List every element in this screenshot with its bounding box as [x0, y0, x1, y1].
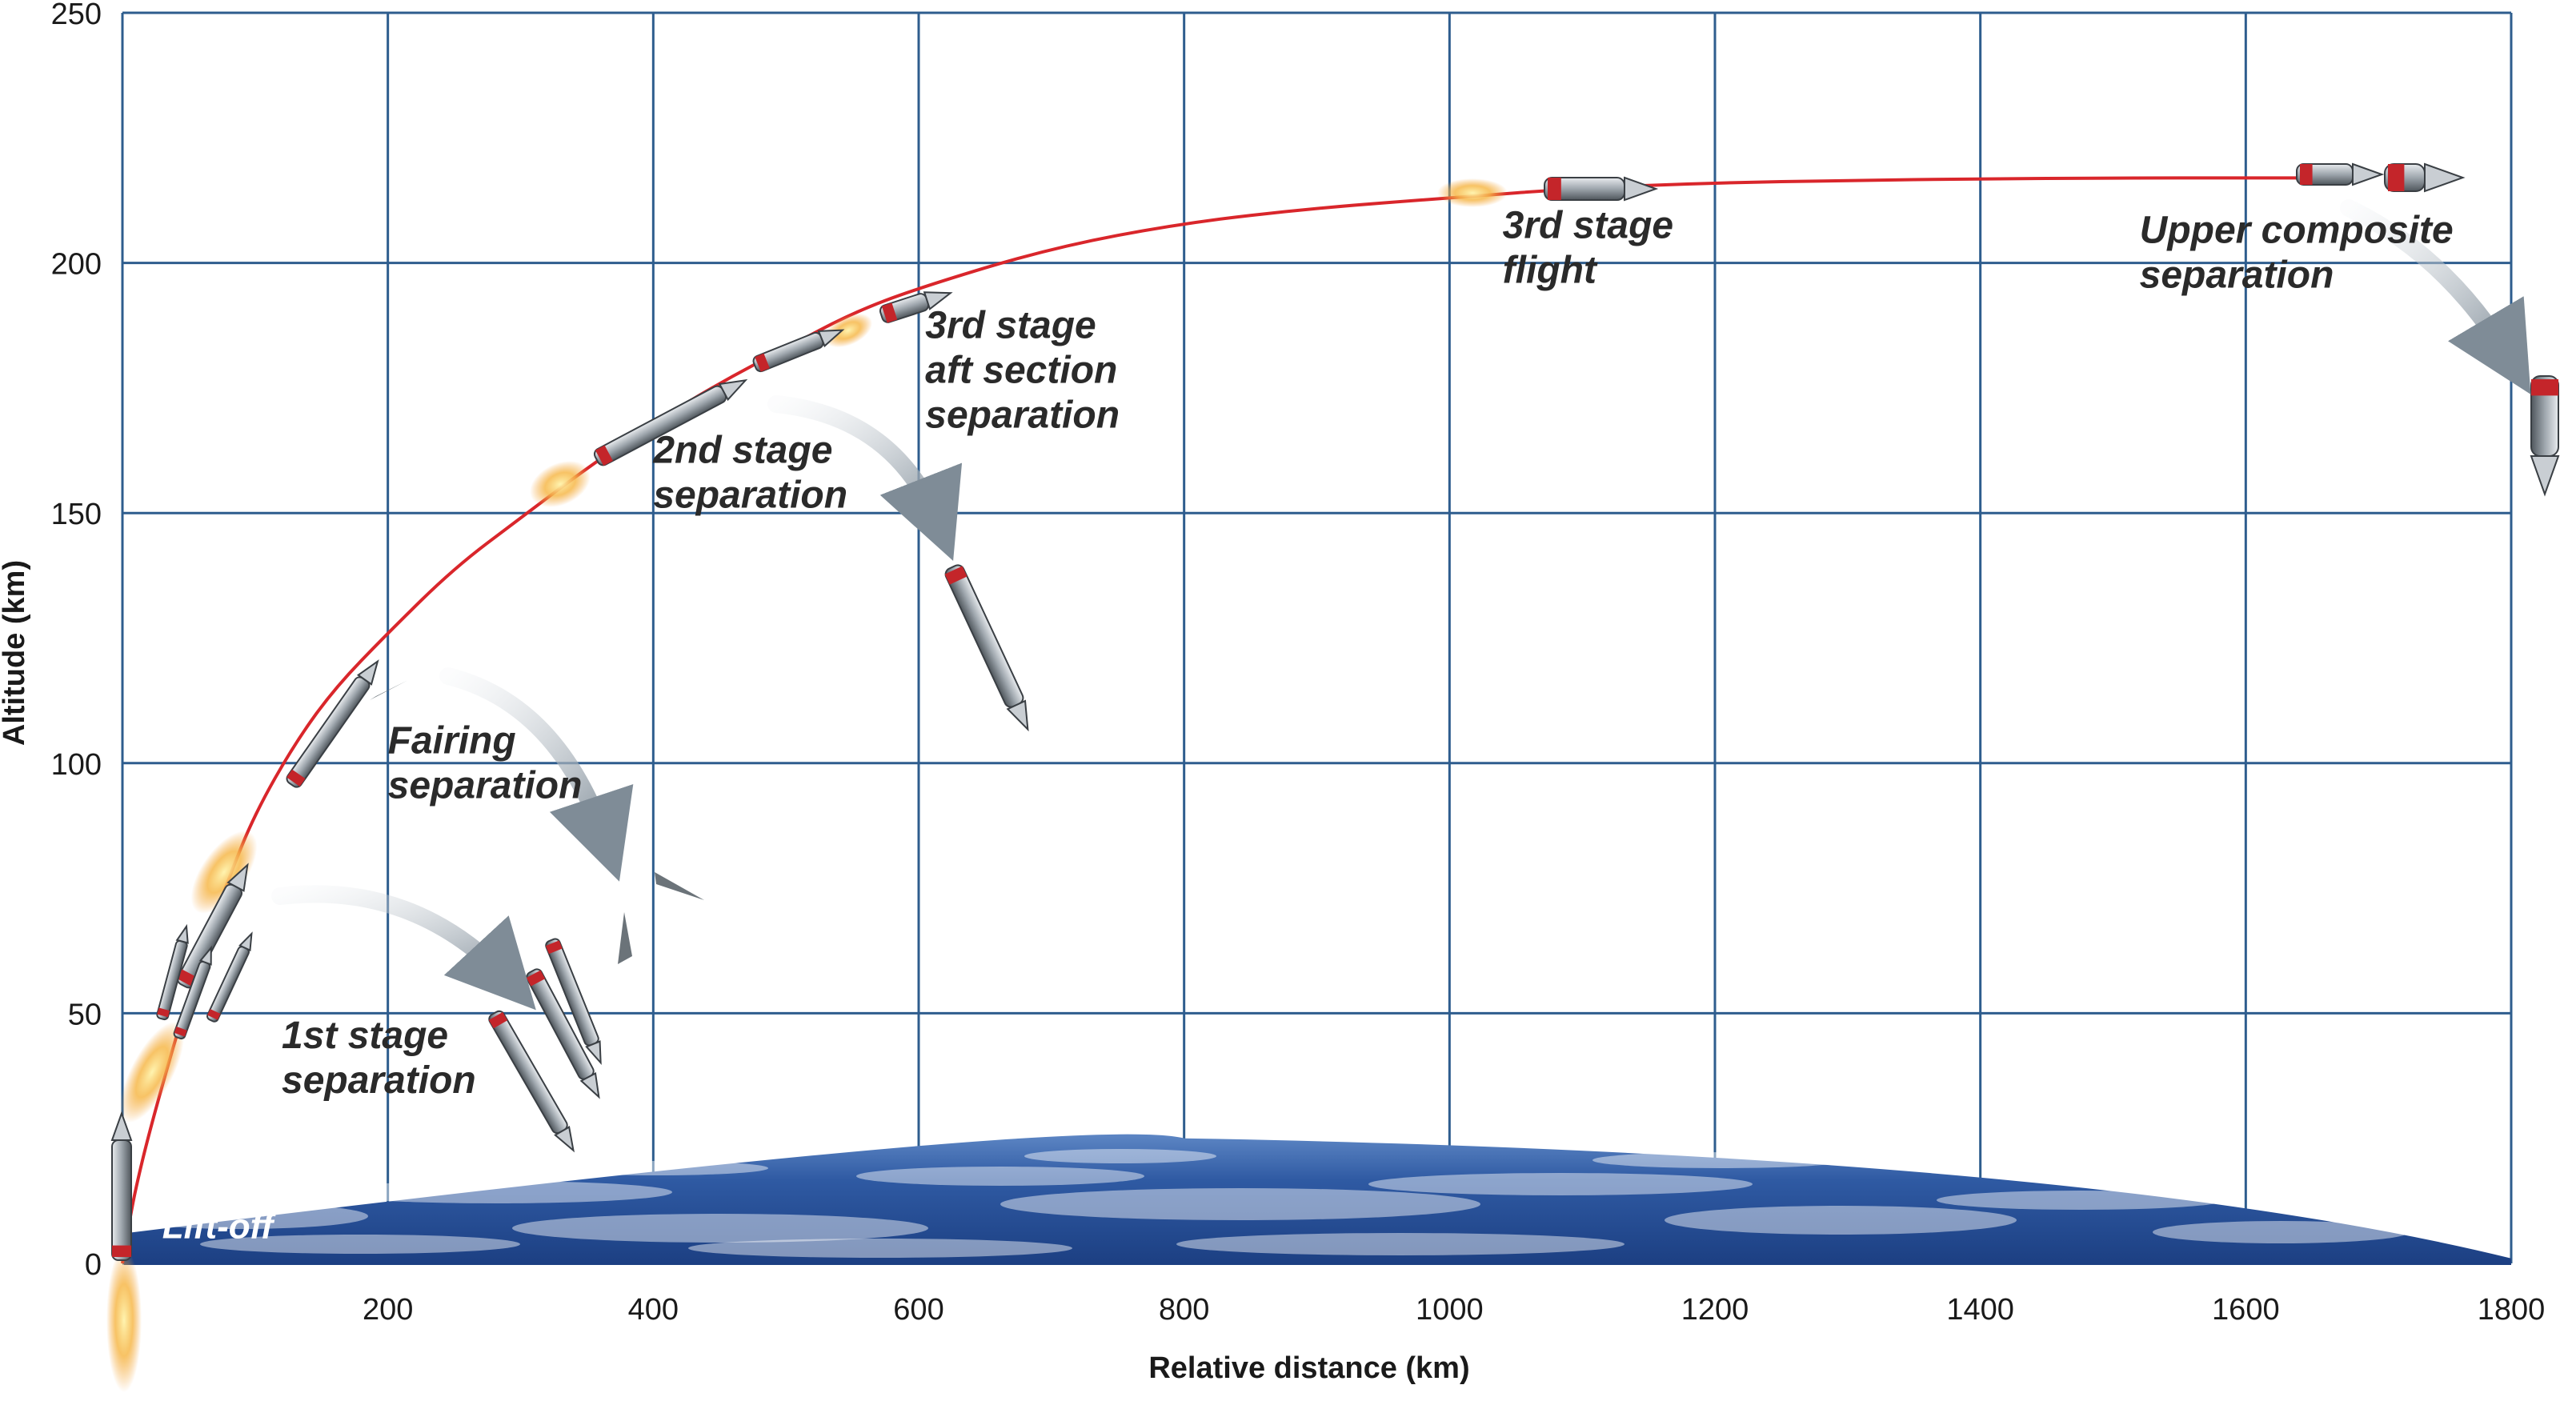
- x-tick-label: 1800: [2478, 1293, 2546, 1327]
- y-axis-title: Altitude (km): [0, 560, 31, 746]
- annotation-label: 1st stage separation: [282, 1015, 476, 1102]
- upper-composite: [2296, 162, 2385, 186]
- annotation-line: separation: [282, 1059, 476, 1102]
- annotation-line: 3rd stage: [1503, 204, 1673, 246]
- booster: [173, 945, 212, 1040]
- annotation-line: Lift-off: [162, 1207, 277, 1247]
- y-tick-label: 0: [85, 1248, 102, 1282]
- cloud: [320, 1181, 672, 1203]
- drop-arrow-fairing: [439, 667, 634, 882]
- second-stage-debris: [944, 564, 1029, 732]
- y-tick-label: 100: [51, 748, 102, 782]
- annotation-line: 3rd stage: [925, 304, 1096, 346]
- x-tick-label: 600: [893, 1293, 943, 1327]
- cloud: [1176, 1233, 1625, 1255]
- annotation-line: separation: [388, 764, 583, 807]
- y-tick-label: 250: [51, 0, 102, 31]
- cloud: [1368, 1173, 1753, 1195]
- x-tick-label: 1600: [2212, 1293, 2280, 1327]
- launcher-ascent: [177, 863, 249, 989]
- cloud: [112, 1203, 368, 1229]
- tick-labels: 200 400 600 800 1000 1200 1400 1600 1800 0 50 100 15…: [51, 0, 2546, 1327]
- cloud: [512, 1214, 928, 1243]
- annotation-line: 1st stage: [282, 1015, 448, 1057]
- third-stage-debris: [2530, 375, 2560, 497]
- third-stage: [879, 291, 953, 323]
- cloud: [544, 1161, 768, 1175]
- engine-flame: [190, 831, 258, 914]
- second-stage: [593, 378, 748, 466]
- cloud: [200, 1235, 520, 1254]
- annotation-label: Fairing separation: [388, 719, 583, 807]
- booster: [156, 923, 189, 1021]
- x-tick-label: 800: [1159, 1293, 1209, 1327]
- annotation-line: separation: [2140, 254, 2334, 297]
- earth-image: [112, 1134, 2511, 1265]
- rocket-illustrations: [106, 162, 2560, 1392]
- annotation-label: 2nd stage separation: [652, 430, 847, 517]
- drop-arrow-third-stage: [2340, 199, 2531, 394]
- engine-flame: [1437, 178, 1508, 207]
- first-stage-debris: [488, 1010, 575, 1153]
- cloud: [1665, 1206, 2017, 1235]
- annotation-line: Fairing: [388, 719, 516, 762]
- fairing-half: [370, 680, 408, 700]
- x-tick-label: 1400: [1946, 1293, 2014, 1327]
- fairing-half: [618, 912, 632, 964]
- engine-flame: [824, 313, 872, 348]
- booster: [206, 931, 253, 1023]
- third-stage-flight: [1544, 176, 1659, 202]
- drop-arrow-second-stage: [767, 395, 963, 561]
- third-stage-aft: [752, 329, 845, 373]
- drop-arrow-first-stage: [271, 885, 536, 1011]
- annotation-line: flight: [1503, 249, 1598, 291]
- annotation-label: Upper composite separation: [2140, 210, 2454, 297]
- engine-flame: [119, 1021, 185, 1123]
- y-tick-label: 50: [68, 998, 102, 1031]
- cloud: [1024, 1149, 1216, 1163]
- y-tick-label: 150: [51, 498, 102, 531]
- first-stage-debris: [545, 938, 602, 1066]
- annotation-label: 3rd stage flight: [1503, 204, 1673, 291]
- launcher-on-pad: [110, 1111, 133, 1261]
- engine-flame: [530, 460, 591, 508]
- annotation-label: Lift-off: [162, 1207, 277, 1247]
- x-tick-label: 1200: [1681, 1293, 1749, 1327]
- cloud: [1937, 1191, 2225, 1210]
- cloud: [688, 1239, 1072, 1258]
- annotation-line: separation: [925, 394, 1120, 436]
- cloud: [1000, 1188, 1480, 1220]
- engine-flame: [106, 1248, 142, 1392]
- annotation-label: 3rd stage aft section separation: [925, 304, 1120, 436]
- y-tick-label: 200: [51, 248, 102, 282]
- earth-surface: [124, 1134, 2511, 1265]
- x-tick-label: 1000: [1416, 1293, 1484, 1327]
- annotation-line: 2nd stage: [652, 430, 832, 472]
- x-tick-label: 400: [628, 1293, 679, 1327]
- annotation-line: Upper composite: [2140, 210, 2454, 252]
- x-tick-label: 200: [363, 1293, 413, 1327]
- annotation-line: separation: [653, 474, 847, 517]
- cloud: [1592, 1152, 1849, 1168]
- launcher-fairing: [286, 659, 379, 788]
- x-axis-title: Relative distance (km): [1148, 1351, 1469, 1385]
- annotation-line: aft section: [925, 349, 1117, 391]
- fairing-half: [655, 872, 704, 900]
- grid: [121, 11, 2513, 1265]
- cloud: [856, 1167, 1144, 1186]
- payload: [2384, 162, 2466, 193]
- cloud: [2153, 1221, 2409, 1243]
